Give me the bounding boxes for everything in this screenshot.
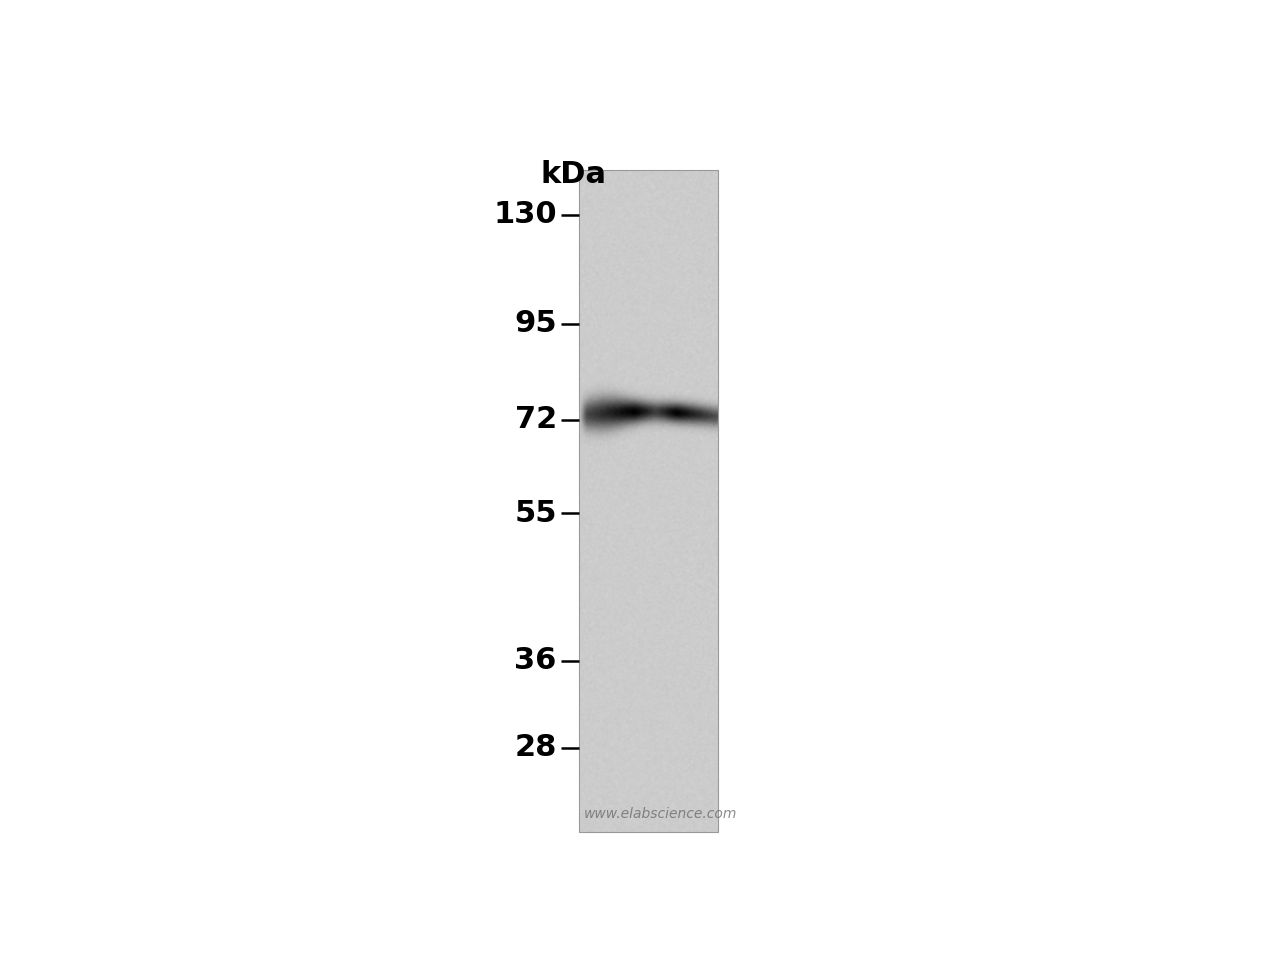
Text: kDa: kDa — [540, 160, 607, 189]
Text: www.elabscience.com: www.elabscience.com — [584, 807, 737, 820]
Text: 130: 130 — [493, 201, 557, 229]
Text: 95: 95 — [515, 309, 557, 338]
Bar — [579, 170, 718, 832]
Text: 55: 55 — [515, 499, 557, 528]
Text: 28: 28 — [515, 733, 557, 762]
Text: 72: 72 — [515, 406, 557, 435]
Text: 36: 36 — [515, 647, 557, 675]
